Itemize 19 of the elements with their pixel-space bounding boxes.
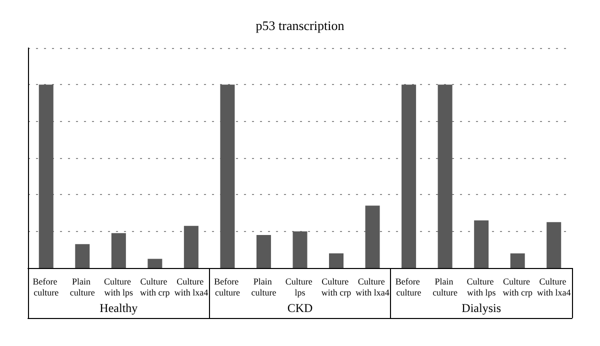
x-tick-label: Plain culture bbox=[432, 276, 458, 298]
x-tick-label: Culture with lps bbox=[104, 276, 134, 298]
x-tick-label: Before culture bbox=[32, 276, 60, 298]
x-tick-label: Before culture bbox=[214, 276, 241, 298]
text: Dialysis bbox=[462, 301, 502, 315]
x-tick-label: Culture with crp bbox=[502, 276, 533, 298]
x-tick-label: Culture with crp bbox=[321, 276, 352, 298]
x-tick-label: Culture with crp bbox=[140, 276, 170, 298]
x-tick-label: Culture with lps bbox=[466, 276, 496, 298]
text: CKD bbox=[287, 301, 313, 315]
x-tick-label: Plain culture bbox=[251, 276, 276, 298]
x-tick-label: Culture with lxa4 bbox=[174, 276, 209, 298]
x-tick-label: Culture lps bbox=[285, 276, 315, 298]
x-tick-label: Before culture bbox=[395, 276, 422, 298]
x-tick-label: Culture with lxa4 bbox=[356, 276, 390, 298]
chart-title: p53 transcription bbox=[256, 18, 345, 33]
x-tick-label: Culture with lxa4 bbox=[536, 276, 572, 298]
text: Healthy bbox=[100, 301, 138, 315]
x-tick-label: Plain culture bbox=[70, 276, 95, 298]
